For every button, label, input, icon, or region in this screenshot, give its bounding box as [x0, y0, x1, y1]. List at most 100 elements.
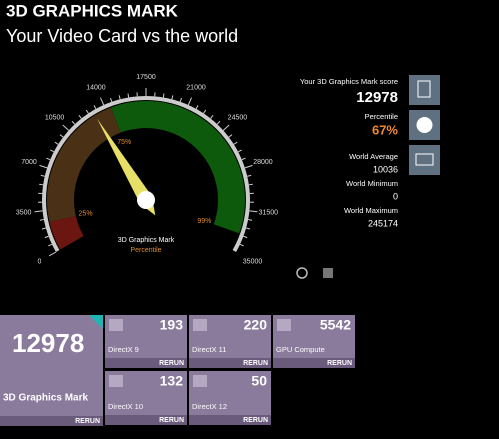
tick-mark	[216, 120, 221, 125]
icon	[416, 117, 433, 133]
tick-mark	[203, 109, 207, 114]
stat-value: 0	[393, 191, 398, 201]
band-label: 75%	[117, 139, 131, 146]
tick-mark	[248, 183, 253, 186]
tick-mark	[237, 149, 242, 153]
tick-label: 10500	[45, 115, 65, 122]
button-report[interactable]	[409, 75, 440, 105]
percentile-label: Percentile	[365, 112, 398, 121]
stat-label: World Average	[349, 152, 398, 161]
icon	[415, 153, 434, 166]
tick-mark	[110, 97, 113, 102]
rerun-bar[interactable]	[105, 358, 187, 368]
tile-name: DirectX 9	[108, 345, 139, 354]
rerun-bar[interactable]	[105, 415, 187, 425]
gauge-band	[46, 107, 121, 223]
tick-mark	[243, 235, 248, 239]
tick-mark	[40, 174, 45, 177]
tick-mark	[71, 120, 76, 125]
tile-value: 12978	[12, 328, 84, 358]
chart-icon[interactable]	[323, 268, 333, 278]
tile-value: 50	[251, 373, 267, 389]
stat-value: 10036	[373, 164, 398, 174]
help-icon[interactable]	[296, 267, 308, 279]
gauge-band	[111, 101, 245, 234]
tick-label: 14000	[86, 84, 106, 91]
tick-mark	[239, 243, 244, 247]
tick-mark	[210, 115, 214, 119]
needle	[97, 118, 156, 216]
tick-label: 24500	[228, 115, 248, 122]
tick-mark	[62, 124, 70, 131]
tick-mark	[127, 93, 130, 98]
tick-mark	[118, 95, 121, 100]
tick-label: 31500	[259, 210, 279, 217]
rerun-bar[interactable]	[189, 358, 271, 368]
tile-icon	[193, 375, 207, 387]
icon	[417, 80, 431, 98]
score-label: Your 3D Graphics Mark score	[300, 77, 398, 86]
tick-mark	[39, 183, 44, 186]
tile-name: DirectX 12	[192, 402, 227, 411]
tick-label: 17500	[136, 74, 156, 81]
tile-name: DirectX 10	[108, 402, 143, 411]
rerun-bar[interactable]	[189, 415, 271, 425]
tick-mark	[233, 141, 238, 145]
tick-mark	[249, 210, 258, 213]
button-card[interactable]	[409, 145, 440, 175]
tick-mark	[244, 164, 253, 169]
tick-label: 7000	[21, 159, 37, 166]
stat-label: World Minimum	[346, 179, 398, 188]
band-label: 99%	[197, 218, 211, 225]
tick-mark	[41, 227, 46, 230]
rerun-bar[interactable]	[273, 358, 355, 368]
rerun[interactable]: RERUN	[75, 418, 100, 425]
tile-icon	[193, 319, 207, 331]
score: 12978	[356, 89, 398, 106]
tick-label: 3500	[16, 210, 32, 217]
tick-mark	[46, 157, 51, 161]
tick-mark	[39, 218, 44, 221]
tick-mark	[248, 218, 253, 221]
percentile: 67%	[372, 122, 398, 137]
tick-mark	[44, 235, 49, 239]
tick-mark	[171, 95, 174, 100]
tick-label: 0	[38, 258, 42, 265]
tile-icon	[109, 319, 123, 331]
rerun[interactable]: RERUN	[159, 417, 184, 424]
tile-name: DirectX 11	[192, 345, 226, 354]
tick-mark	[246, 227, 251, 230]
tick-mark	[85, 109, 89, 114]
tick-label: 28000	[253, 159, 273, 166]
tile-corner	[89, 315, 103, 329]
tick-mark	[34, 210, 43, 213]
tick-mark	[50, 149, 55, 153]
rerun[interactable]: RERUN	[327, 360, 352, 367]
tick-label: 21000	[186, 84, 206, 91]
band-label: 25%	[79, 211, 93, 218]
side-buttons	[409, 75, 440, 175]
tick-mark	[162, 93, 165, 98]
tile-icon	[277, 319, 291, 331]
tick-mark	[59, 134, 64, 138]
tick-mark	[99, 97, 105, 106]
subtitle: Your Video Card vs the world	[6, 26, 238, 46]
title: 3D GRAPHICS MARK	[6, 1, 179, 20]
tick-mark	[247, 174, 252, 177]
tick-mark	[39, 164, 48, 169]
tile[interactable]	[0, 315, 103, 426]
rerun[interactable]: RERUN	[243, 417, 268, 424]
gauge-band	[49, 216, 84, 250]
rerun-bar[interactable]	[0, 416, 103, 426]
rerun[interactable]: RERUN	[243, 360, 268, 367]
stats-rows: World Average 10036 World Minimum 0 World Ma…	[344, 152, 398, 228]
rerun[interactable]: RERUN	[159, 360, 184, 367]
tick-mark	[195, 105, 199, 110]
tick-mark	[179, 97, 182, 102]
stat-value: 245174	[368, 218, 398, 228]
tile-value: 132	[160, 373, 184, 389]
tile-value: 193	[160, 317, 184, 333]
tick-label: 35000	[243, 258, 263, 265]
tiles: RERUN 12978 3D Graphics Mark RERUN 193 Direct…	[0, 315, 355, 426]
